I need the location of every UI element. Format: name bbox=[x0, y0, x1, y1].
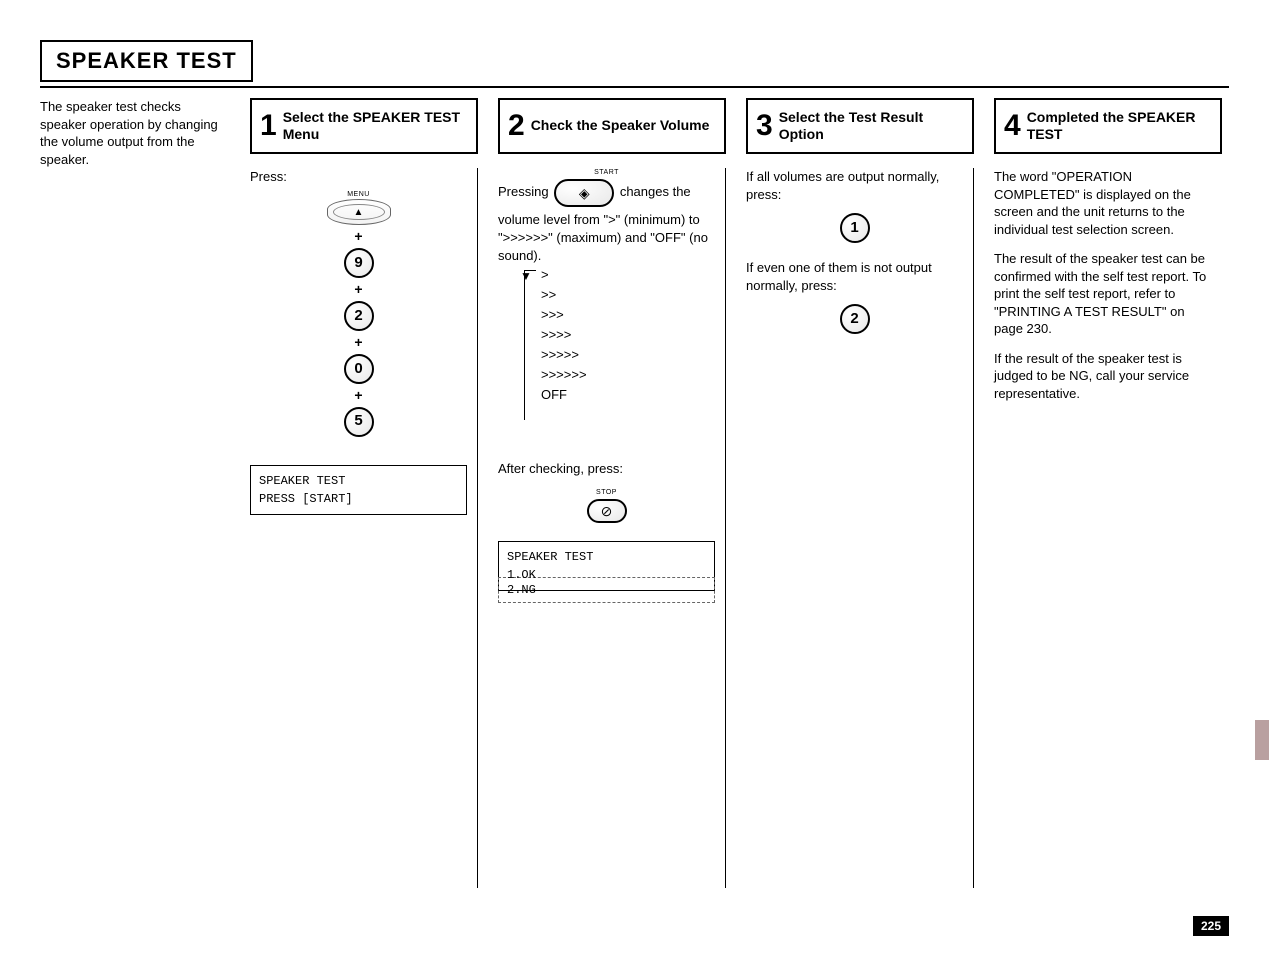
step2-title: Check the Speaker Volume bbox=[531, 117, 710, 135]
plus-icon: + bbox=[250, 386, 467, 405]
keypad-0-button: 0 bbox=[344, 354, 374, 384]
press-label: Press: bbox=[250, 168, 467, 186]
lcd2-line3: 2.NG bbox=[507, 582, 706, 598]
step1-header: 1 Select the SPEAKER TEST Menu bbox=[250, 98, 478, 154]
page-number: 225 bbox=[1193, 916, 1229, 936]
volume-level-diagram: ▼ > >> >>> >>>> >>>>> >>>>>> OFF bbox=[524, 270, 536, 420]
vol-level: >>>>> bbox=[541, 345, 587, 365]
step4-p1: The word "OPERATION COMPLETED" is displa… bbox=[994, 168, 1212, 238]
pressing-text-b: changes the bbox=[620, 184, 691, 199]
step4-num: 4 bbox=[1004, 111, 1021, 141]
stop-label: STOP bbox=[498, 488, 715, 497]
menu-button: MENU ▲ bbox=[327, 190, 391, 225]
plus-icon: + bbox=[250, 227, 467, 246]
step3-num: 3 bbox=[756, 111, 773, 141]
vol-level: >>>> bbox=[541, 325, 587, 345]
vol-level: > bbox=[541, 265, 587, 285]
plus-icon: + bbox=[250, 333, 467, 352]
after-checking-text: After checking, press: bbox=[498, 460, 715, 478]
step3-p2: If even one of them is not output normal… bbox=[746, 259, 963, 294]
step1-num: 1 bbox=[260, 111, 277, 141]
lcd1-line2: PRESS [START] bbox=[259, 490, 458, 508]
keypad-5-button: 5 bbox=[344, 407, 374, 437]
step3-p1: If all volumes are output normally, pres… bbox=[746, 168, 963, 203]
arrow-down-icon: ▼ bbox=[520, 268, 532, 284]
step2-header: 2 Check the Speaker Volume bbox=[498, 98, 726, 154]
side-tab bbox=[1255, 720, 1269, 760]
start-button: ◈ bbox=[554, 179, 614, 207]
stop-button: ⊘ bbox=[587, 499, 627, 523]
vol-level: >>>>>> bbox=[541, 365, 587, 385]
step3-header: 3 Select the Test Result Option bbox=[746, 98, 974, 154]
lcd2-line1: SPEAKER TEST bbox=[507, 548, 706, 566]
keypad-2-button: 2 bbox=[344, 301, 374, 331]
step2-num: 2 bbox=[508, 111, 525, 141]
vol-level: >> bbox=[541, 285, 587, 305]
start-label: START bbox=[498, 168, 715, 177]
intro-text: The speaker test checks speaker operatio… bbox=[40, 98, 240, 888]
lcd-display-1: SPEAKER TEST PRESS [START] bbox=[250, 465, 467, 515]
pressing-text-a: Pressing bbox=[498, 184, 552, 199]
keypad-1-button: 1 bbox=[840, 213, 870, 243]
keypad-9-button: 9 bbox=[344, 248, 374, 278]
lcd1-line1: SPEAKER TEST bbox=[259, 472, 458, 490]
page-title: SPEAKER TEST bbox=[40, 40, 253, 82]
step4-p2: The result of the speaker test can be co… bbox=[994, 250, 1212, 338]
step1-title: Select the SPEAKER TEST Menu bbox=[283, 109, 468, 144]
title-rule bbox=[40, 86, 1229, 88]
vol-level: >>> bbox=[541, 305, 587, 325]
step3-title: Select the Test Result Option bbox=[779, 109, 964, 144]
step4-title: Completed the SPEAKER TEST bbox=[1027, 109, 1212, 144]
menu-button-label: MENU bbox=[327, 190, 391, 199]
step4-header: 4 Completed the SPEAKER TEST bbox=[994, 98, 1222, 154]
menu-up-icon: ▲ bbox=[333, 204, 385, 220]
plus-icon: + bbox=[250, 280, 467, 299]
step4-p3: If the result of the speaker test is jud… bbox=[994, 350, 1212, 403]
vol-level: OFF bbox=[541, 385, 587, 405]
volume-range-text: volume level from ">" (minimum) to ">>>>… bbox=[498, 211, 715, 264]
keypad-2-button: 2 bbox=[840, 304, 870, 334]
